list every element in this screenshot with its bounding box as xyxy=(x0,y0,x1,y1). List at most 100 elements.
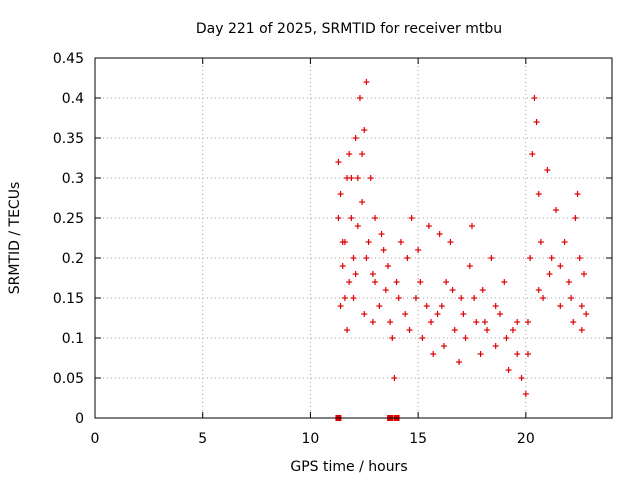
data-point xyxy=(436,231,443,237)
data-point xyxy=(348,175,355,181)
data-point xyxy=(365,239,372,245)
data-point xyxy=(537,239,544,245)
data-point xyxy=(430,351,437,357)
data-point xyxy=(471,295,478,301)
data-point xyxy=(460,311,467,317)
data-point xyxy=(350,295,357,301)
data-point xyxy=(406,327,413,333)
y-tick-label: 0.1 xyxy=(62,331,84,347)
data-point xyxy=(393,279,400,285)
y-tick-label: 0.2 xyxy=(62,251,84,267)
data-point xyxy=(354,175,361,181)
x-tick-label: 10 xyxy=(302,431,320,447)
plot-frame xyxy=(94,57,613,419)
data-point xyxy=(361,311,368,317)
data-point xyxy=(382,287,389,293)
data-point xyxy=(337,191,344,197)
data-point xyxy=(546,271,553,277)
data-point xyxy=(524,319,531,325)
data-point xyxy=(466,263,473,269)
data-point xyxy=(456,359,463,365)
data-points xyxy=(335,79,590,421)
data-point xyxy=(412,295,419,301)
data-point xyxy=(509,327,516,333)
data-point xyxy=(557,303,564,309)
data-point xyxy=(443,279,450,285)
data-point xyxy=(447,239,454,245)
data-point xyxy=(352,135,359,141)
x-axis: 0 5 10 15 20 xyxy=(91,58,535,447)
data-point xyxy=(387,319,394,325)
data-point xyxy=(484,327,491,333)
data-point xyxy=(419,335,426,341)
data-point xyxy=(356,95,363,101)
data-point xyxy=(565,279,572,285)
data-point xyxy=(527,255,534,261)
data-point xyxy=(518,375,525,381)
data-point xyxy=(339,263,346,269)
data-point xyxy=(535,191,542,197)
data-point xyxy=(473,319,480,325)
data-point xyxy=(376,303,383,309)
y-tick-label: 0.3 xyxy=(62,171,84,187)
data-point xyxy=(576,255,583,261)
data-point xyxy=(397,239,404,245)
data-point xyxy=(341,295,348,301)
data-point xyxy=(505,367,512,373)
y-tick-label: 0.05 xyxy=(53,371,84,387)
data-point xyxy=(408,215,415,221)
data-point xyxy=(337,303,344,309)
grid-lines xyxy=(95,58,612,418)
data-point xyxy=(346,151,353,157)
data-point xyxy=(423,303,430,309)
data-point xyxy=(449,287,456,293)
data-point xyxy=(503,335,510,341)
y-axis-label: SRMTID / TECUs xyxy=(7,182,23,295)
data-point xyxy=(359,199,366,205)
y-tick-label: 0.35 xyxy=(53,131,84,147)
data-point xyxy=(391,375,398,381)
data-point xyxy=(341,239,348,245)
y-tick-label: 0.45 xyxy=(53,51,84,67)
data-point xyxy=(378,231,385,237)
data-point xyxy=(440,343,447,349)
x-tick-label: 0 xyxy=(91,431,100,447)
data-point xyxy=(404,255,411,261)
data-point xyxy=(369,319,376,325)
chart-title: Day 221 of 2025, SRMTID for receiver mtb… xyxy=(196,21,502,37)
data-point xyxy=(359,151,366,157)
data-point xyxy=(535,287,542,293)
data-point xyxy=(348,215,355,221)
data-point xyxy=(557,263,564,269)
data-point xyxy=(514,351,521,357)
data-point xyxy=(372,279,379,285)
data-point xyxy=(572,215,579,221)
data-point xyxy=(425,223,432,229)
data-point xyxy=(524,351,531,357)
data-point xyxy=(583,311,590,317)
data-point xyxy=(380,247,387,253)
data-point xyxy=(479,287,486,293)
data-point xyxy=(395,295,402,301)
data-point xyxy=(529,151,536,157)
data-point xyxy=(468,223,475,229)
data-point xyxy=(402,311,409,317)
data-point xyxy=(361,127,368,133)
data-point xyxy=(363,79,370,85)
data-point xyxy=(372,215,379,221)
data-point xyxy=(415,247,422,253)
data-point xyxy=(369,271,376,277)
y-axis: 0 0.05 0.1 0.15 0.2 0.25 0.3 0.35 0.4 0.45 xyxy=(53,51,612,427)
data-point xyxy=(552,207,559,213)
data-point xyxy=(533,119,540,125)
data-point xyxy=(540,295,547,301)
data-point xyxy=(531,95,538,101)
data-point xyxy=(568,295,575,301)
data-point xyxy=(544,167,551,173)
data-point xyxy=(574,191,581,197)
data-point xyxy=(496,311,503,317)
data-point xyxy=(477,351,484,357)
data-point xyxy=(548,255,555,261)
y-tick-label: 0.25 xyxy=(53,211,84,227)
